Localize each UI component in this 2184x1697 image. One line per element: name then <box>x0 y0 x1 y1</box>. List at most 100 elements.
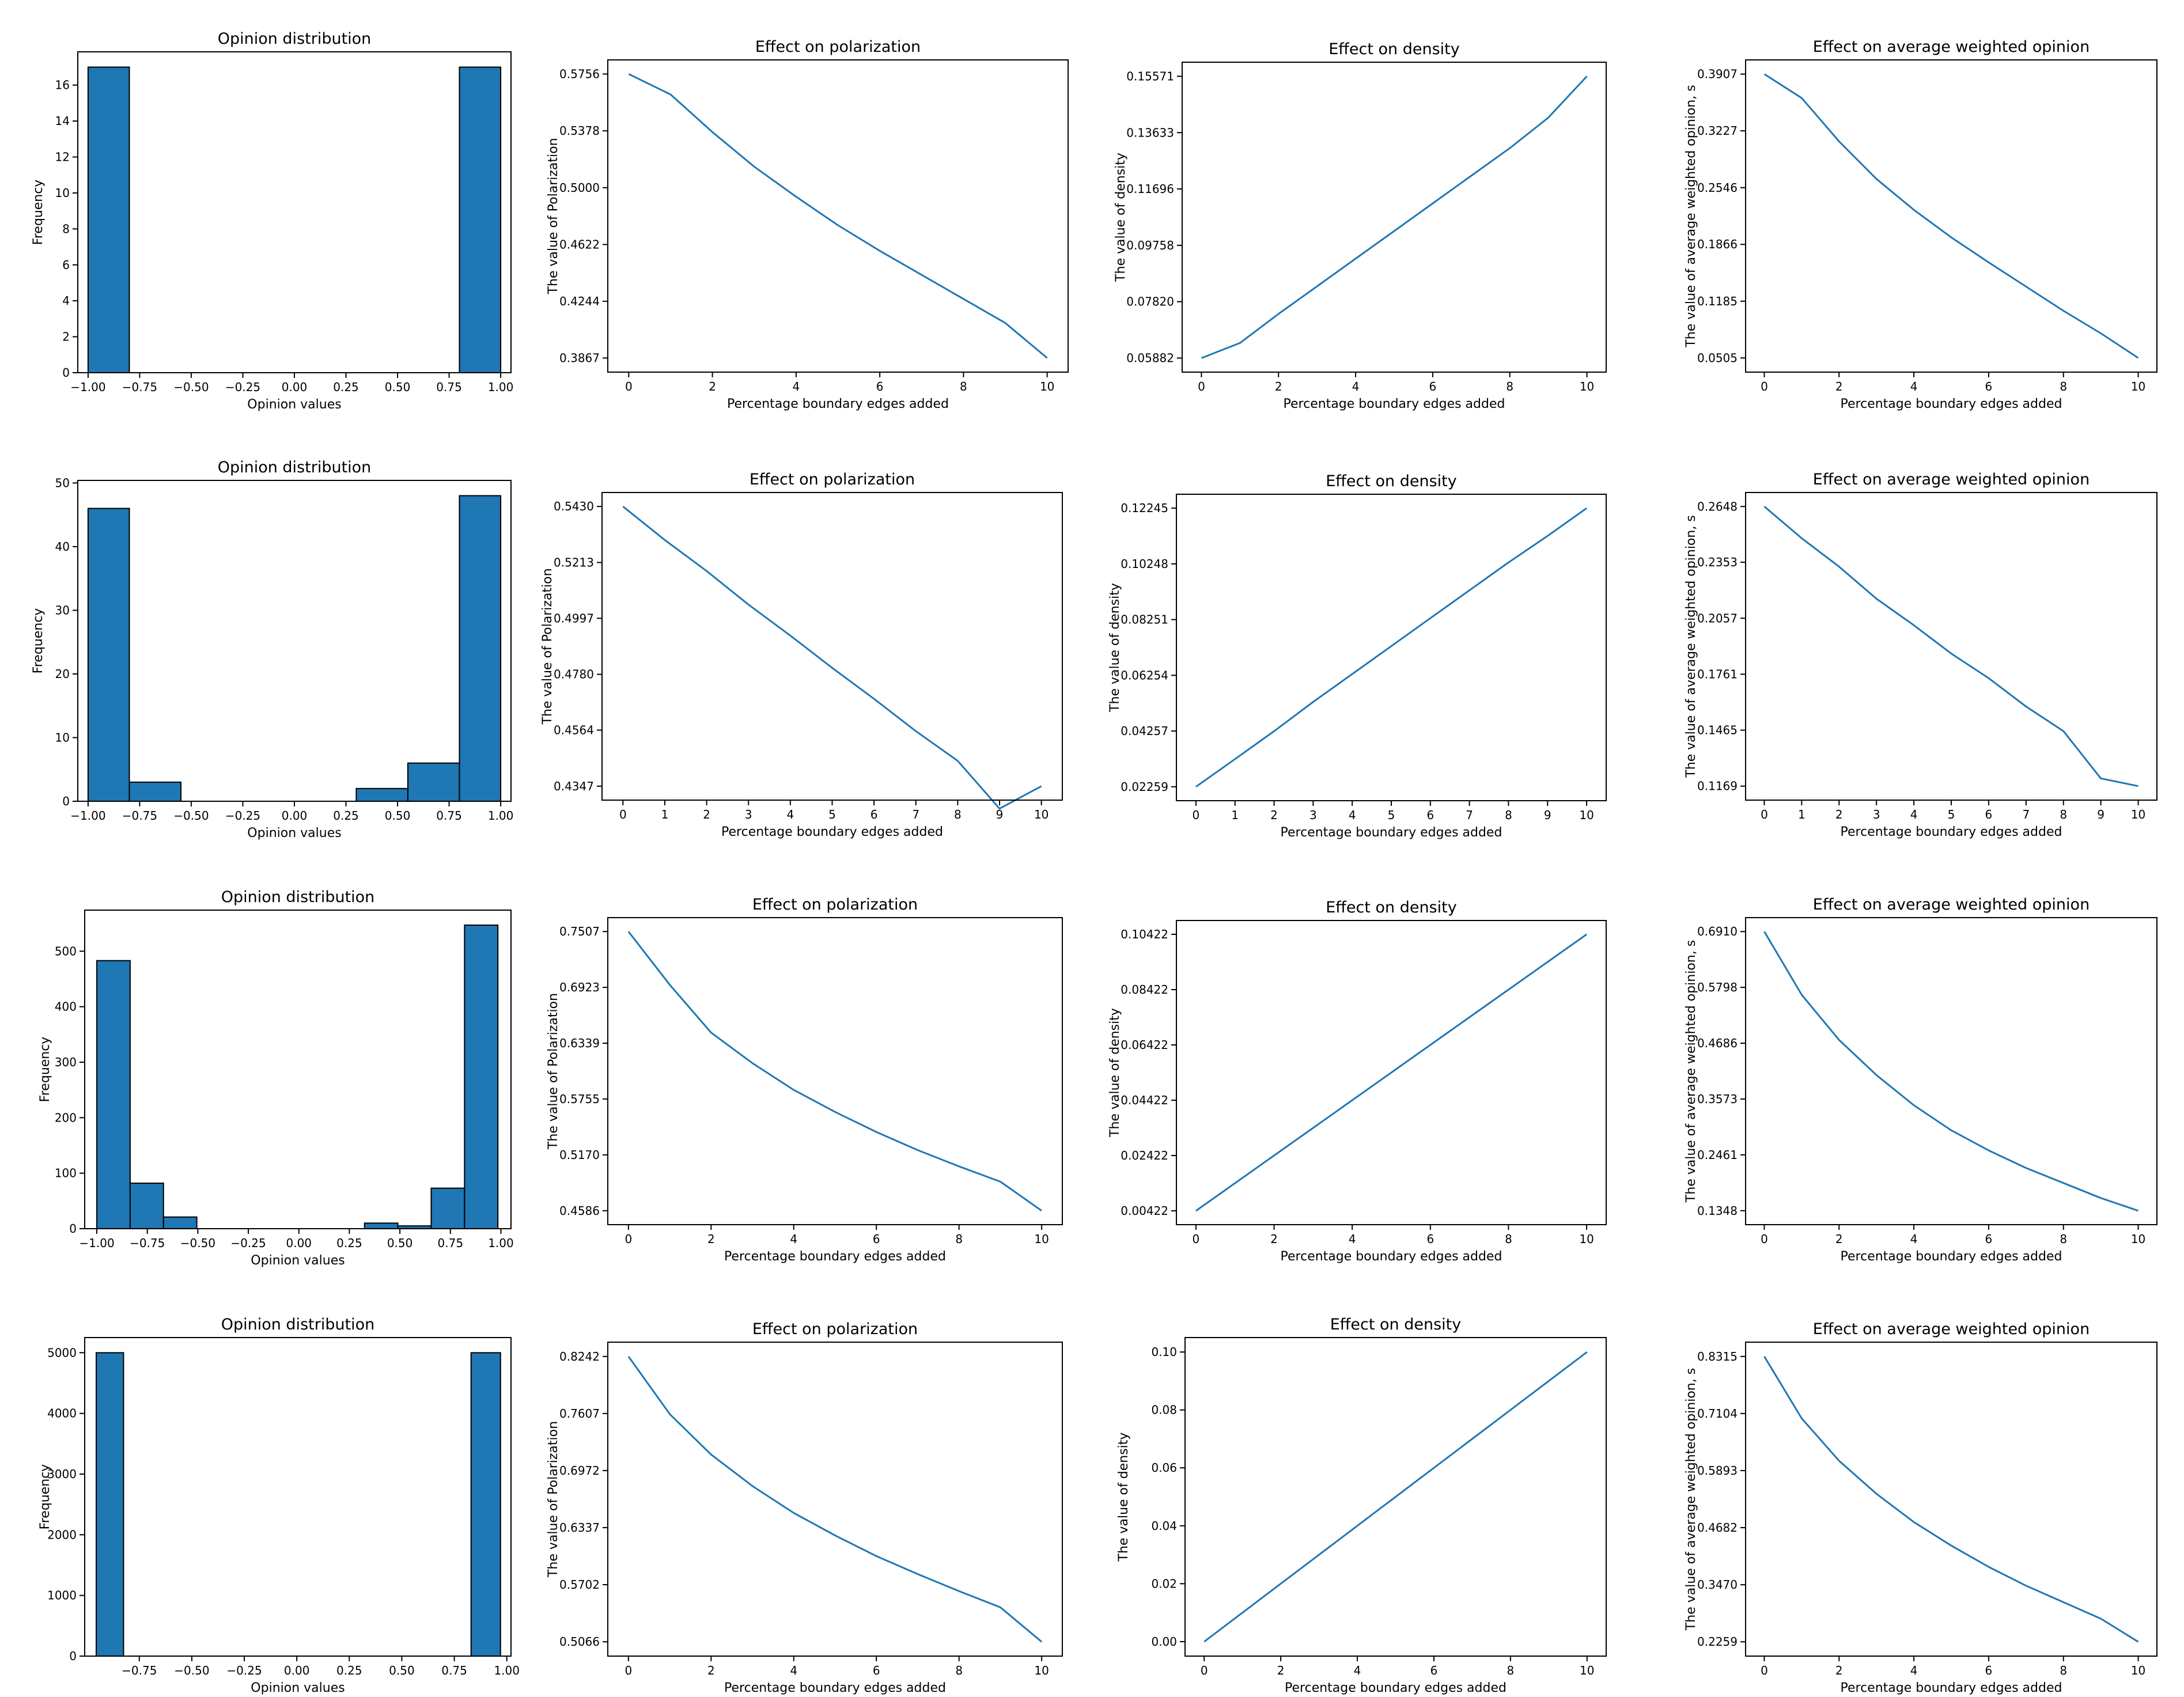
x-tick-label: −0.25 <box>225 809 260 823</box>
y-axis-label: Frequency <box>38 1464 52 1530</box>
y-tick-label: 50 <box>55 476 70 490</box>
x-tick-label: 0.75 <box>436 809 462 823</box>
y-tick-label: 0.5756 <box>559 67 600 81</box>
chart-title: Effect on polarization <box>752 896 918 914</box>
y-tick-label: 0.6972 <box>559 1464 600 1478</box>
y-tick-label: 0.4347 <box>554 779 594 793</box>
chart-title: Effect on density <box>1330 1316 1462 1334</box>
y-axis-label: The value of average weighted opinion, s <box>1684 940 1698 1203</box>
x-tick-label: 4 <box>786 808 794 821</box>
x-tick-label: 2 <box>1270 808 1278 822</box>
axes-frame <box>1745 917 2157 1225</box>
y-axis-label: Frequency <box>31 608 46 674</box>
x-tick-label: 8 <box>955 1664 963 1677</box>
x-tick-label: 10 <box>1580 380 1594 393</box>
y-tick-label: 100 <box>55 1166 77 1180</box>
y-tick-label: 0.06254 <box>1121 668 1168 682</box>
x-axis-label: Percentage boundary edges added <box>1841 1249 2062 1264</box>
x-tick-label: 0 <box>1761 1664 1768 1677</box>
x-tick-label: 10 <box>1034 1232 1049 1246</box>
x-tick-label: −1.00 <box>79 1236 114 1250</box>
y-axis-label: The value of Polarization <box>546 993 561 1150</box>
x-tick-label: 3 <box>1309 808 1317 822</box>
y-tick-label: 1000 <box>47 1589 77 1603</box>
x-tick-label: 2 <box>1275 380 1282 393</box>
axes-frame <box>84 1337 512 1657</box>
x-tick-label: 3 <box>1873 808 1880 821</box>
x-tick-label: 0 <box>1761 1232 1768 1246</box>
axes-frame <box>1176 920 1607 1225</box>
x-tick-label: 5 <box>1948 808 1955 821</box>
y-tick-label: 0.3227 <box>1697 124 1738 138</box>
plot-area <box>602 493 1062 800</box>
axes-frame <box>607 59 1069 373</box>
x-tick-label: 3 <box>745 808 752 821</box>
x-tick-label: −0.50 <box>173 809 209 823</box>
x-tick-label: 2 <box>707 1232 715 1246</box>
plot-area <box>78 52 511 373</box>
subplot-5: −1.00 −0.75 −0.50 −0.25 0.00 0.25 0.50 0.75 1.00… <box>31 459 513 840</box>
axes-frame <box>1184 1337 1607 1657</box>
x-tick-label: 6 <box>1985 1664 1993 1677</box>
y-axis-label: The value of average weighted opinion, s <box>1684 515 1698 778</box>
subplot-1: −1.00 −0.75 −0.50 −0.25 0.00 0.25 0.50 0.75 1.00… <box>31 30 513 412</box>
x-tick-label: 0 <box>1201 1664 1208 1677</box>
y-tick-label: 14 <box>55 114 70 128</box>
axes-frame <box>607 917 1063 1225</box>
x-tick-label: 0 <box>625 380 633 393</box>
x-tick-label: 2 <box>1835 808 1843 821</box>
y-tick-label: 0.5702 <box>559 1578 600 1592</box>
y-tick-label: 0.2648 <box>1697 499 1738 513</box>
y-axis-label: The value of density <box>1108 583 1122 713</box>
x-tick-label: 8 <box>2060 808 2067 821</box>
x-axis-label: Percentage boundary edges added <box>1841 825 2062 839</box>
x-tick-label: 10 <box>1580 1664 1594 1677</box>
x-tick-label: 1.00 <box>488 380 514 394</box>
y-tick-label: 0.3867 <box>559 351 600 365</box>
y-axis-label: The value of average weighted opinion, s <box>1684 1368 1698 1631</box>
y-tick-label: 0.02 <box>1151 1577 1177 1590</box>
x-tick-label: 0 <box>619 808 627 821</box>
x-tick-label: 6 <box>1985 380 1993 393</box>
y-tick-label: 0.4622 <box>559 237 600 251</box>
x-tick-label: 0.25 <box>333 380 359 394</box>
series-line <box>1763 1356 2139 1643</box>
histogram-bar <box>96 960 131 1230</box>
histogram-bar <box>162 1216 198 1230</box>
y-tick-label: 0.11696 <box>1126 182 1174 196</box>
x-tick-label: 10 <box>1034 1664 1049 1677</box>
x-axis-label: Percentage boundary edges added <box>727 397 949 411</box>
y-tick-label: 0.2057 <box>1697 611 1738 625</box>
y-tick-label: 0.1465 <box>1697 724 1738 737</box>
histogram-bar <box>96 1352 124 1657</box>
x-axis-label: Percentage boundary edges added <box>1841 397 2062 411</box>
y-tick-label: 0.5378 <box>559 124 600 138</box>
series-line <box>1201 75 1588 359</box>
y-tick-label: 0.10248 <box>1121 557 1168 571</box>
x-tick-label: 0.00 <box>284 1664 310 1677</box>
x-tick-label: −0.75 <box>122 380 157 394</box>
y-tick-label: 0.12245 <box>1121 501 1168 515</box>
plot-area <box>1746 1342 2157 1656</box>
x-tick-label: 4 <box>792 380 800 393</box>
plot-area <box>85 1338 511 1656</box>
x-tick-label: 2 <box>709 380 716 393</box>
y-tick-label: 0.10422 <box>1121 927 1168 941</box>
x-tick-label: 5 <box>828 808 836 821</box>
x-tick-label: 0 <box>624 1232 632 1246</box>
x-axis-label: Opinion values <box>247 397 341 412</box>
x-tick-label: −0.50 <box>173 380 209 394</box>
x-tick-label: 0 <box>1761 808 1768 821</box>
x-tick-label: 4 <box>1349 808 1356 822</box>
y-axis-label: The value of Polarization <box>546 138 561 294</box>
x-tick-label: 8 <box>1505 1232 1512 1246</box>
x-tick-label: −0.75 <box>130 1236 165 1250</box>
x-tick-label: 2 <box>1277 1664 1285 1677</box>
y-tick-label: 0 <box>62 794 70 808</box>
x-tick-label: 0.50 <box>389 1664 415 1677</box>
x-tick-label: −0.50 <box>180 1236 215 1250</box>
y-tick-label: 0.10 <box>1151 1345 1177 1359</box>
x-tick-label: 9 <box>2097 808 2104 821</box>
subplot-7: 0 1 2 3 4 5 6 7 8 9 10 0.02259 0.04257 0.06254 0.08251… <box>1108 472 1607 840</box>
